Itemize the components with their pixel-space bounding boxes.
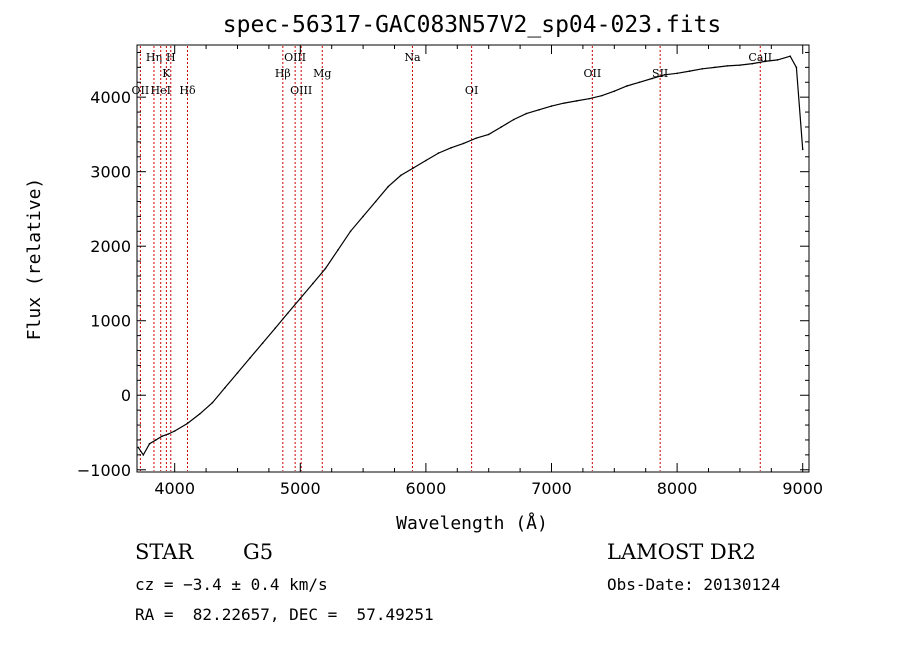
redshift-text: cz = −3.4 ± 0.4 km/s [135,575,328,594]
spectrum-point [764,60,766,63]
spectrum-point [167,433,170,435]
y-tick-label: 3000 [90,163,131,182]
spectrum-point [575,100,578,102]
x-axis-label: Wavelength (Å) [396,512,548,534]
y-tick-label: 1000 [90,312,131,331]
spectrum-point [161,435,163,438]
spectrum-point [173,430,176,432]
spectral-line-label: HeI [151,84,171,97]
spectrum-point [688,70,691,72]
spectral-line-label: OII [583,67,601,80]
spectrum-point [337,249,339,251]
spectrum-point [224,386,226,389]
spectrum-point [663,74,666,76]
chart-title: spec-56317-GAC083N57V2_sp04-023.fits [223,12,722,38]
spectrum-line-0 [137,55,804,457]
spectrum-point [211,401,214,404]
plot-frame [136,44,810,473]
spectrum-point [739,64,741,66]
spectral-line-label: Hβ [275,67,291,80]
spectrum-point [137,446,140,449]
spectral-line-label: Hδ [179,84,196,97]
spectrum-point [425,159,427,162]
spectrum-point [437,152,440,154]
axis-ticks: 4000 5000 6000 7000 8000 9000 −1000 0 1000 2000 30… [77,45,823,498]
survey-label: LAMOST DR2 [607,540,756,564]
spectrum-point [563,102,565,104]
x-tick-label: 8000 [657,479,698,498]
y-axis-label: Flux (relative) [24,178,45,341]
y-tick-label: 2000 [90,237,131,256]
spectrum-point [349,230,352,233]
x-tick-label: 7000 [531,479,572,498]
x-tick-label: 5000 [280,479,321,498]
spectrum-point [324,267,327,270]
spectrum-point [789,55,791,57]
spectrum-point [142,454,145,456]
spectrum-point [795,66,798,69]
spectrum-point [626,85,628,87]
spectrum-point [588,97,590,100]
spectrum-point [387,185,390,188]
spectrum-point [261,342,264,344]
spectral-line-label: OIII [284,51,306,64]
spectrum-point [701,68,704,70]
spectrum-point [399,174,402,177]
spectrum-point [274,327,276,329]
spectrum-point [713,66,716,69]
spectral-line-label: OII [132,84,150,97]
class-label: STAR [135,540,194,564]
spectral-line-label: Mg [313,67,331,80]
spectrum-point [374,200,377,203]
spectrum-series [137,55,804,457]
spectrum-point [638,81,641,84]
y-tick-label: 0 [121,386,131,405]
spectrum-point [500,126,503,128]
spectrum-point [450,147,452,149]
spectral-line-label: H [166,51,176,64]
subclass-label: G5 [243,540,274,564]
spectral-line-label: Hη [146,51,162,64]
spectrum-point [148,442,151,445]
spectrum-point [801,148,804,151]
spectrum-point [613,90,616,93]
spectrum-point [487,133,490,136]
spectrum-point [513,118,515,121]
spectrum-point [362,215,364,218]
spectrum-point [286,312,289,315]
x-tick-label: 6000 [406,479,447,498]
spectral-line-label: OIII [290,84,312,97]
spectrum-point [538,109,540,111]
spectrum-point [676,72,678,75]
spectrum-point [462,142,465,145]
obs-date-text: Obs-Date: 20130124 [607,575,781,594]
spectrum-point [249,357,251,359]
spectrum-point [412,167,415,169]
spectrum-point [600,94,603,97]
spectrum-point [751,62,754,65]
y-tick-label: −1000 [77,461,131,480]
spectrum-point [726,65,729,67]
spectrum-point [651,77,653,80]
spectrum-point [236,372,239,374]
spectrum-point [299,297,302,300]
spectrum-point [155,439,157,441]
spectrum-point [550,105,553,107]
coordinates-text: RA = 82.22657, DEC = 57.49251 [135,605,434,624]
y-tick-label: 4000 [90,88,131,107]
spectrum-point [475,137,477,139]
spectral-line-label: K [162,67,171,80]
spectrum-point [776,59,779,61]
spectrum-point [525,112,528,115]
x-tick-label: 9000 [782,479,823,498]
spectrum-point [199,413,201,415]
spectrum-point [186,422,189,425]
spectrum-point [312,282,314,285]
spectral-line-label: Na [404,51,421,64]
x-tick-label: 4000 [154,479,195,498]
spectral-line-label: OI [465,84,478,97]
